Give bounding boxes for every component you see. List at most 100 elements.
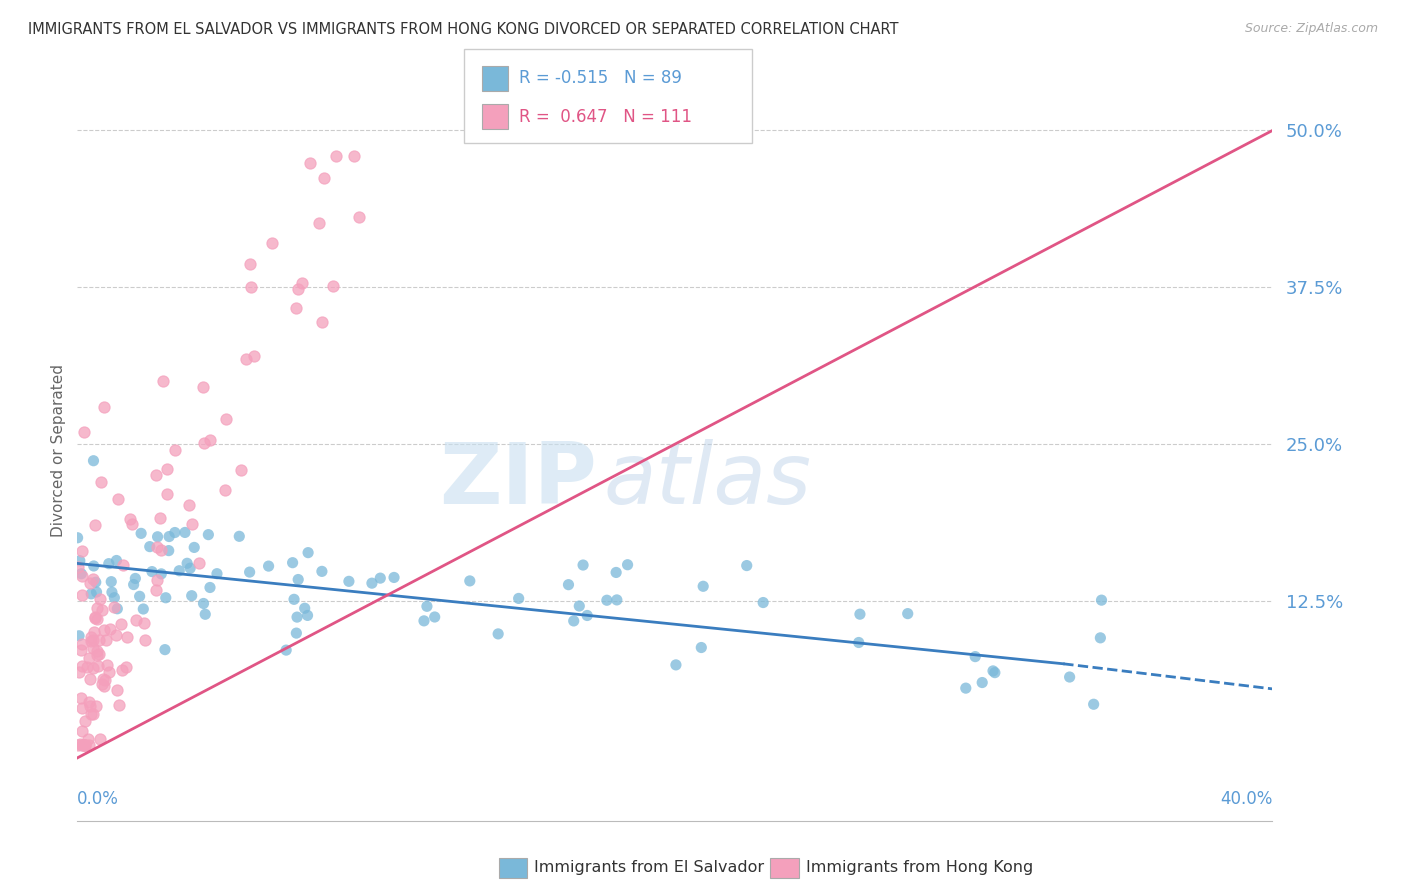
Point bbox=[75, 739, 97, 753]
Point bbox=[343, 148, 366, 162]
Point bbox=[1083, 698, 1105, 712]
Point bbox=[179, 561, 201, 575]
Point bbox=[76, 659, 98, 673]
Point bbox=[458, 574, 481, 588]
Point bbox=[191, 380, 214, 394]
Text: Immigrants from Hong Kong: Immigrants from Hong Kong bbox=[806, 860, 1033, 874]
Point bbox=[1090, 631, 1112, 645]
Point bbox=[96, 657, 118, 672]
Point bbox=[176, 557, 198, 571]
Point bbox=[86, 585, 108, 599]
Point bbox=[260, 236, 283, 251]
Point bbox=[382, 570, 405, 584]
Point bbox=[90, 475, 112, 489]
Text: ZIP: ZIP bbox=[440, 439, 598, 522]
Point bbox=[67, 629, 90, 643]
Point bbox=[84, 699, 107, 714]
Point bbox=[105, 628, 128, 642]
Point bbox=[1059, 670, 1081, 684]
Point bbox=[83, 517, 105, 532]
Point bbox=[287, 282, 309, 296]
Point bbox=[122, 577, 145, 591]
Point bbox=[215, 412, 238, 426]
Point bbox=[128, 590, 150, 604]
Point bbox=[150, 566, 173, 581]
Point bbox=[87, 633, 110, 648]
Point bbox=[416, 599, 439, 614]
Point bbox=[77, 696, 100, 710]
Point bbox=[156, 462, 179, 476]
Point bbox=[105, 682, 128, 697]
Point bbox=[181, 517, 204, 532]
Point bbox=[141, 565, 163, 579]
Point bbox=[108, 698, 131, 712]
Point bbox=[239, 279, 262, 293]
Point bbox=[70, 658, 93, 673]
Point bbox=[287, 573, 309, 587]
Point bbox=[72, 739, 94, 753]
Point bbox=[70, 739, 93, 753]
Point bbox=[82, 640, 104, 655]
Point bbox=[848, 635, 870, 649]
Point bbox=[423, 610, 446, 624]
Point bbox=[163, 525, 186, 540]
Point bbox=[93, 673, 115, 687]
Point bbox=[103, 591, 125, 605]
Point bbox=[139, 540, 162, 554]
Text: atlas: atlas bbox=[603, 439, 811, 522]
Point bbox=[361, 576, 384, 591]
Point bbox=[562, 614, 585, 628]
Point bbox=[105, 601, 128, 615]
Point bbox=[89, 731, 111, 746]
Point bbox=[298, 156, 321, 170]
Point bbox=[231, 463, 253, 477]
Point bbox=[152, 375, 174, 389]
Point bbox=[568, 599, 591, 613]
Text: Source: ZipAtlas.com: Source: ZipAtlas.com bbox=[1244, 22, 1378, 36]
Point bbox=[86, 648, 108, 662]
Point bbox=[205, 566, 228, 581]
Point bbox=[198, 433, 221, 447]
Point bbox=[115, 630, 138, 644]
Point bbox=[86, 644, 108, 658]
Point bbox=[73, 739, 96, 753]
Text: IMMIGRANTS FROM EL SALVADOR VS IMMIGRANTS FROM HONG KONG DIVORCED OR SEPARATED C: IMMIGRANTS FROM EL SALVADOR VS IMMIGRANT… bbox=[28, 22, 898, 37]
Point bbox=[110, 616, 132, 631]
Point bbox=[193, 597, 215, 611]
Point bbox=[284, 301, 307, 315]
Point bbox=[557, 577, 579, 591]
Point bbox=[82, 706, 104, 721]
Point bbox=[508, 591, 530, 606]
Point bbox=[735, 558, 758, 573]
Point bbox=[146, 530, 169, 544]
Point bbox=[616, 558, 638, 572]
Point bbox=[294, 601, 316, 615]
Point bbox=[163, 443, 186, 458]
Text: R =  0.647   N = 111: R = 0.647 N = 111 bbox=[519, 108, 692, 126]
Point bbox=[235, 352, 257, 367]
Point bbox=[89, 647, 111, 661]
Point bbox=[84, 611, 107, 625]
Point bbox=[157, 543, 180, 558]
Y-axis label: Divorced or Separated: Divorced or Separated bbox=[51, 364, 66, 537]
Point bbox=[103, 599, 125, 614]
Point bbox=[86, 601, 108, 615]
Point bbox=[79, 673, 101, 687]
Point bbox=[572, 558, 595, 572]
Point bbox=[692, 579, 714, 593]
Point bbox=[311, 315, 333, 329]
Point bbox=[283, 592, 305, 607]
Point bbox=[194, 607, 217, 622]
Point bbox=[198, 581, 221, 595]
Point bbox=[80, 587, 103, 601]
Point bbox=[297, 546, 319, 560]
Text: 40.0%: 40.0% bbox=[1220, 790, 1272, 808]
Point bbox=[239, 257, 262, 271]
Point bbox=[124, 571, 146, 585]
Point bbox=[80, 706, 103, 721]
Point bbox=[70, 566, 93, 581]
Point bbox=[325, 148, 347, 162]
Point bbox=[97, 557, 120, 571]
Point bbox=[167, 564, 190, 578]
Point bbox=[72, 544, 94, 558]
